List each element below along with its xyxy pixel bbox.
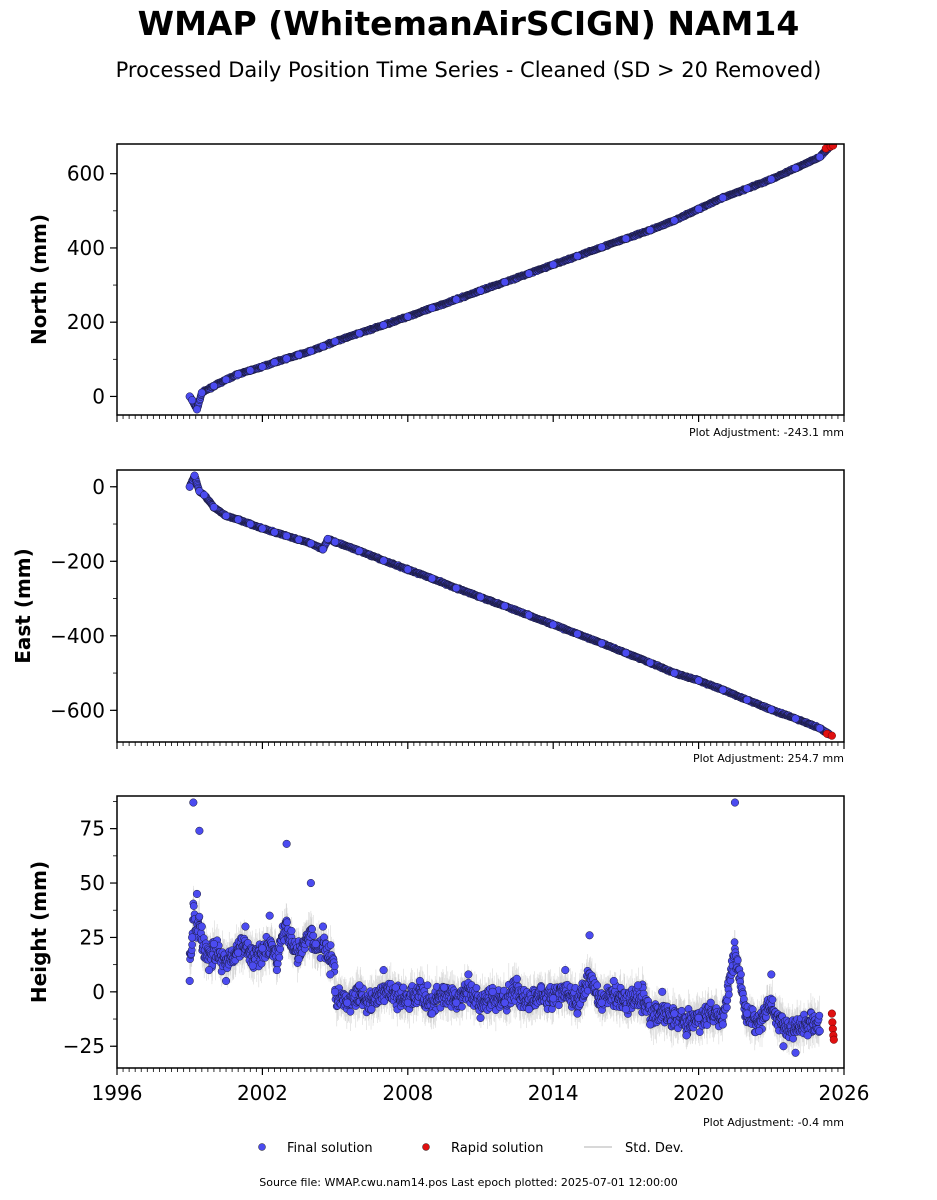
final-solution-point xyxy=(670,216,679,225)
y-tick-label: 200 xyxy=(67,310,105,334)
final-solution-point xyxy=(597,243,606,252)
final-solution-point xyxy=(331,337,340,346)
final-solution-point xyxy=(355,329,364,338)
final-solution-point xyxy=(192,405,202,414)
plot-area xyxy=(185,471,836,740)
final-solution-point xyxy=(452,295,461,304)
rapid-solution-point xyxy=(829,144,838,150)
final-solution-point xyxy=(318,342,328,351)
plot-adjustment-note: Plot Adjustment: -243.1 mm xyxy=(689,426,844,439)
panel-north: 0 200 400 600 North (mm) Plot Adjustment: -24… xyxy=(27,143,845,439)
y-tick-label: 600 xyxy=(67,162,105,186)
final-solution-point xyxy=(379,321,388,330)
final-solution-point xyxy=(209,381,218,391)
final-solution-point xyxy=(294,350,303,359)
final-solution-point xyxy=(188,396,197,405)
final-solution-point xyxy=(197,388,206,397)
final-solution-point xyxy=(246,366,255,375)
y-tick-label: 0 xyxy=(92,384,105,408)
final-solution-point xyxy=(743,184,752,193)
final-solution-point xyxy=(767,175,776,184)
final-solution-point xyxy=(222,375,231,384)
final-solution-point xyxy=(815,152,824,162)
final-solution-point xyxy=(646,226,655,235)
final-solution-point xyxy=(621,234,630,243)
final-solution-point xyxy=(573,252,582,261)
y-axis-label: North (mm) xyxy=(27,214,51,345)
final-solution-point xyxy=(282,354,291,363)
final-solution-point xyxy=(476,286,485,295)
axes-frame xyxy=(116,143,845,416)
final-solution-point xyxy=(549,260,558,269)
final-solution-point xyxy=(306,347,315,356)
final-solution-point xyxy=(427,304,437,313)
final-solution-point xyxy=(258,362,267,371)
final-solution-point xyxy=(270,358,279,367)
final-solution-point xyxy=(500,278,509,287)
chart-title: WMAP (WhitemanAirSCIGN) NAM14 xyxy=(137,4,800,43)
final-solution-point xyxy=(791,164,800,173)
final-solution-point xyxy=(694,204,703,214)
final-solution-point xyxy=(234,370,243,379)
final-solution-point xyxy=(718,193,727,202)
chart-subtitle: Processed Daily Position Time Series - C… xyxy=(115,58,822,82)
final-solution-point xyxy=(403,312,412,321)
y-tick-label: 400 xyxy=(67,236,105,260)
final-solution-point xyxy=(524,269,534,278)
plot-area xyxy=(185,144,838,414)
